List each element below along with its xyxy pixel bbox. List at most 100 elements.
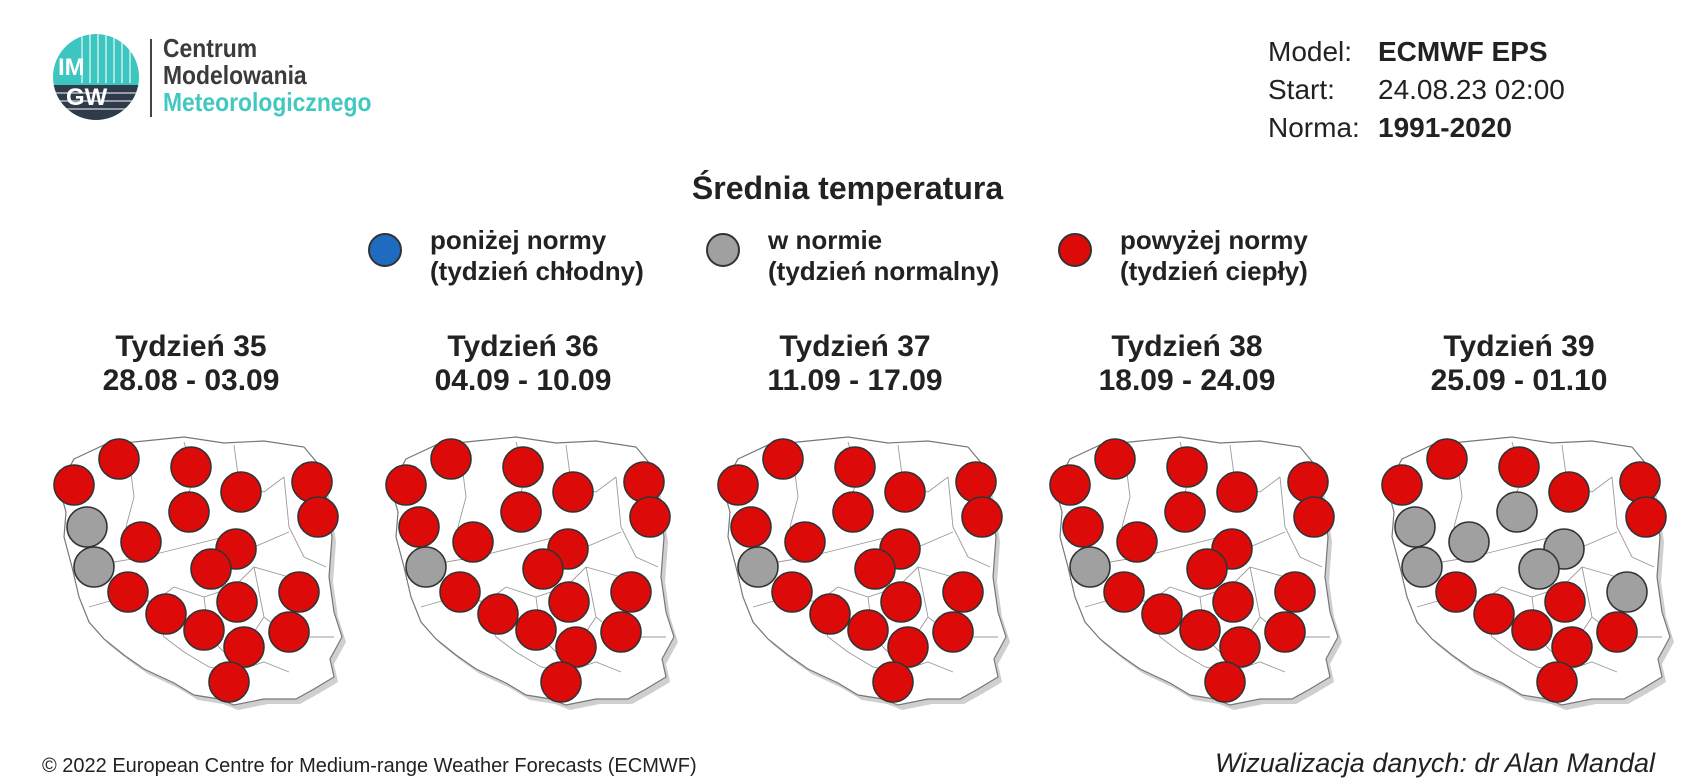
region-marker-wielkopolskie: [452, 521, 494, 563]
week-35-header: Tydzień 35 28.08 - 03.09: [26, 330, 356, 398]
meta-start-row: Start: 24.08.23 02:00: [1268, 71, 1565, 109]
legend-above-label: powyżej normy (tydzień ciepły): [1120, 225, 1308, 287]
region-marker-kujawsko-pomorskie: [552, 471, 594, 513]
legend-normal-line2: (tydzień normalny): [768, 256, 1000, 286]
map-title: Średnia temperatura: [691, 170, 1004, 206]
region-marker-lodzkie-south: [1293, 496, 1335, 538]
region-marker-lubelskie: [942, 571, 984, 613]
region-marker-malopolskie: [887, 626, 929, 668]
meta-start-key: Start:: [1268, 74, 1335, 105]
region-marker-zachodniopomorskie: [717, 464, 759, 506]
svg-text:GW: GW: [66, 84, 108, 111]
region-marker-lubuskie-north: [398, 506, 440, 548]
region-marker-dolnoslaskie: [771, 571, 813, 613]
region-marker-warminsko-mazurskie: [834, 446, 876, 488]
imgw-logo-mark: IM GW: [53, 34, 139, 120]
region-marker-zachodniopomorskie: [53, 464, 95, 506]
region-marker-podlaskie: [955, 461, 997, 503]
logo-line-3: Meteorologicznego: [163, 87, 372, 117]
region-marker-dolnoslaskie: [1435, 571, 1477, 613]
region-marker-malopolskie: [1219, 626, 1261, 668]
week-37-header: Tydzień 37 11.09 - 17.09: [690, 330, 1020, 398]
region-marker-pomorskie: [98, 438, 140, 480]
legend-below-swatch: [368, 233, 402, 267]
logo-wordmark: Centrum Modelowania Meteorologicznego: [163, 35, 371, 116]
region-marker-lubuskie-south: [405, 546, 447, 588]
legend-above-line1: powyżej normy: [1120, 225, 1308, 255]
region-marker-lodzkie-south: [297, 496, 339, 538]
week-35-label: Tydzień 35: [115, 330, 267, 363]
region-marker-slaskie: [515, 609, 557, 651]
region-marker-swietokrzyskie: [1212, 581, 1254, 623]
region-marker-opolskie: [145, 593, 187, 635]
legend-normal-swatch: [706, 233, 740, 267]
region-marker-mazowieckie-north: [500, 491, 542, 533]
region-marker-opolskie: [477, 593, 519, 635]
region-marker-lubuskie-north: [66, 506, 108, 548]
region-marker-dolnoslaskie: [439, 571, 481, 613]
logo-divider: [150, 39, 152, 117]
region-marker-opolskie: [1473, 593, 1515, 635]
region-marker-lodzkie: [190, 548, 232, 590]
region-marker-lubuskie-south: [1401, 546, 1443, 588]
region-marker-opolskie: [1141, 593, 1183, 635]
legend-above-swatch: [1058, 233, 1092, 267]
legend-below-label: poniżej normy (tydzień chłodny): [430, 225, 644, 287]
legend-normal-label: w normie (tydzień normalny): [768, 225, 999, 287]
region-marker-pomorskie: [1426, 438, 1468, 480]
region-marker-zachodniopomorskie: [385, 464, 427, 506]
region-marker-wielkopolskie-south: [1536, 661, 1578, 703]
meta-norm-key: Norma:: [1268, 112, 1360, 143]
imgw-logo: IM GW Centrum Modelowania Meteorologiczn…: [52, 33, 407, 123]
region-marker-warminsko-mazurskie: [170, 446, 212, 488]
meta-norm-value: 1991-2020: [1378, 112, 1512, 143]
copyright-text: © 2022 European Centre for Medium-range …: [42, 755, 697, 777]
region-marker-swietokrzyskie: [216, 581, 258, 623]
region-marker-kujawsko-pomorskie: [1548, 471, 1590, 513]
region-marker-lodzkie: [854, 548, 896, 590]
legend-above-line2: (tydzień ciepły): [1120, 256, 1308, 286]
region-marker-mazowieckie-north: [168, 491, 210, 533]
region-marker-lodzkie: [1186, 548, 1228, 590]
region-marker-kujawsko-pomorskie: [220, 471, 262, 513]
region-marker-malopolskie: [223, 626, 265, 668]
region-marker-kujawsko-pomorskie: [1216, 471, 1258, 513]
region-marker-wielkopolskie-south: [1204, 661, 1246, 703]
week-39-map: [1381, 436, 1674, 710]
region-marker-kujawsko-pomorskie: [884, 471, 926, 513]
week-35-dates: 28.08 - 03.09: [102, 364, 280, 397]
region-marker-warminsko-mazurskie: [1166, 446, 1208, 488]
region-marker-podkarpackie: [1596, 611, 1638, 653]
region-marker-mazowieckie-north: [832, 491, 874, 533]
region-marker-wielkopolskie-south: [540, 661, 582, 703]
week-36-label: Tydzień 36: [447, 330, 599, 363]
region-marker-wielkopolskie: [1448, 521, 1490, 563]
region-marker-podkarpackie: [268, 611, 310, 653]
meta-model-value: ECMWF EPS: [1378, 36, 1548, 67]
region-marker-swietokrzyskie: [880, 581, 922, 623]
region-marker-dolnoslaskie: [1103, 571, 1145, 613]
region-marker-lubuskie-south: [73, 546, 115, 588]
region-marker-mazowieckie-north: [1164, 491, 1206, 533]
legend-below-line2: (tydzień chłodny): [430, 256, 644, 286]
logo-line-2: Modelowania: [163, 60, 307, 90]
forecast-metadata: Model: ECMWF EPS Start: 24.08.23 02:00 N…: [1268, 33, 1565, 147]
week-39-label: Tydzień 39: [1443, 330, 1595, 363]
region-marker-wielkopolskie: [784, 521, 826, 563]
week-36-map: [385, 436, 678, 710]
region-marker-podkarpackie: [600, 611, 642, 653]
region-marker-slaskie: [183, 609, 225, 651]
region-marker-podlaskie: [291, 461, 333, 503]
region-marker-lodzkie: [1518, 548, 1560, 590]
logo-line-1: Centrum: [163, 33, 258, 63]
voivodeship-border: [615, 476, 659, 568]
region-marker-lubuskie-south: [737, 546, 779, 588]
meta-start-value: 24.08.23 02:00: [1378, 74, 1565, 105]
region-marker-dolnoslaskie: [107, 571, 149, 613]
meta-model-key: Model:: [1268, 36, 1353, 67]
voivodeship-border: [283, 476, 327, 568]
region-marker-podlaskie: [1619, 461, 1661, 503]
region-marker-lubuskie-north: [1394, 506, 1436, 548]
week-36-header: Tydzień 36 04.09 - 10.09: [358, 330, 688, 398]
region-marker-podlaskie: [1287, 461, 1329, 503]
